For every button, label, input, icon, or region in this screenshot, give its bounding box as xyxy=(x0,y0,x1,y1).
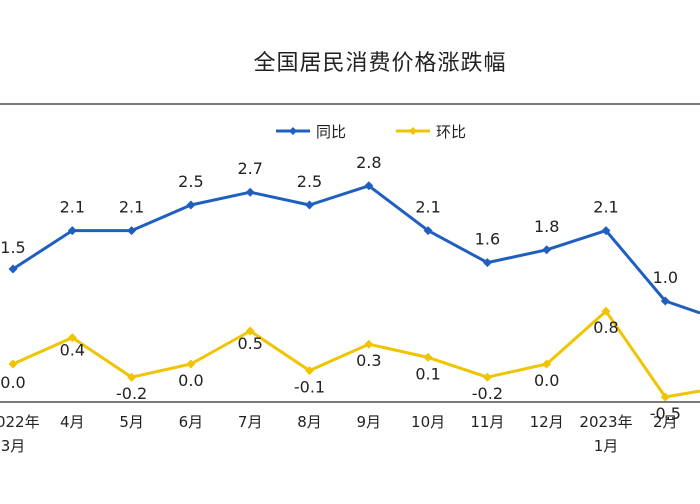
data-point xyxy=(127,372,137,382)
data-point xyxy=(423,352,433,362)
data-point xyxy=(186,359,196,369)
data-point xyxy=(482,258,492,268)
data-point xyxy=(8,264,18,274)
data-label: 0.4 xyxy=(60,341,85,360)
data-label: 1.0 xyxy=(653,268,678,287)
data-point xyxy=(8,359,18,369)
data-label: 0.0 xyxy=(178,371,203,390)
data-label: 2.8 xyxy=(356,153,381,172)
legend-label-0: 同比 xyxy=(316,123,346,141)
data-label: -0.2 xyxy=(116,384,147,403)
data-point xyxy=(245,326,255,336)
data-label: 2.1 xyxy=(593,198,618,217)
data-point xyxy=(127,226,137,236)
data-label: 1.6 xyxy=(475,230,500,249)
data-point xyxy=(660,392,670,402)
chart-title: 全国居民消费价格涨跌幅 xyxy=(253,51,507,76)
x-tick-label: 2022年 xyxy=(0,413,40,431)
data-point xyxy=(245,187,255,197)
x-tick-label: 2023年 xyxy=(579,413,632,431)
data-point xyxy=(67,333,77,343)
data-label: 1.5 xyxy=(0,238,25,257)
legend-label-1: 环比 xyxy=(436,123,466,141)
data-label: 0.0 xyxy=(534,371,559,390)
x-tick-label: 7月 xyxy=(238,413,263,431)
data-label: 2.1 xyxy=(119,198,144,217)
x-tick-label: 10月 xyxy=(411,413,445,431)
data-label: -0.5 xyxy=(650,404,681,423)
x-tick-label: 3月 xyxy=(1,437,26,455)
data-label: 1.8 xyxy=(534,217,559,236)
data-label: 0.5 xyxy=(237,334,262,353)
data-point xyxy=(601,226,611,236)
data-point xyxy=(542,359,552,369)
x-tick-label: 11月 xyxy=(470,413,504,431)
data-label: 2.5 xyxy=(178,172,203,191)
data-point xyxy=(601,306,611,316)
x-tick-label: 9月 xyxy=(357,413,382,431)
data-point xyxy=(364,181,374,191)
x-tick-label: 2月 xyxy=(653,413,678,431)
data-point xyxy=(482,372,492,382)
data-point xyxy=(305,200,314,210)
data-point xyxy=(364,339,374,349)
data-point xyxy=(186,200,196,210)
data-label: 2.5 xyxy=(297,172,322,191)
data-point xyxy=(423,226,433,236)
data-point xyxy=(542,245,552,255)
x-tick-label: 5月 xyxy=(119,413,144,431)
x-tick-label: 1月 xyxy=(594,437,619,455)
legend-marker-0 xyxy=(289,127,297,135)
x-tick-label: 12月 xyxy=(530,413,564,431)
x-tick-label: 4月 xyxy=(60,413,85,431)
data-label: 2.1 xyxy=(415,198,440,217)
data-point xyxy=(67,226,77,236)
data-label: 0.3 xyxy=(356,351,381,370)
legend-marker-1 xyxy=(409,127,417,135)
data-label: 0.8 xyxy=(593,318,618,337)
data-label: -0.1 xyxy=(294,378,325,397)
x-tick-label: 8月 xyxy=(297,413,322,431)
x-tick-label: 6月 xyxy=(179,413,204,431)
data-point xyxy=(660,296,670,306)
data-label: -0.2 xyxy=(472,384,503,403)
data-label: 2.1 xyxy=(60,198,85,217)
data-label: 0.0 xyxy=(0,373,25,392)
data-label: 0.1 xyxy=(415,364,440,383)
data-label: 2.7 xyxy=(237,159,262,178)
data-point xyxy=(305,366,314,376)
